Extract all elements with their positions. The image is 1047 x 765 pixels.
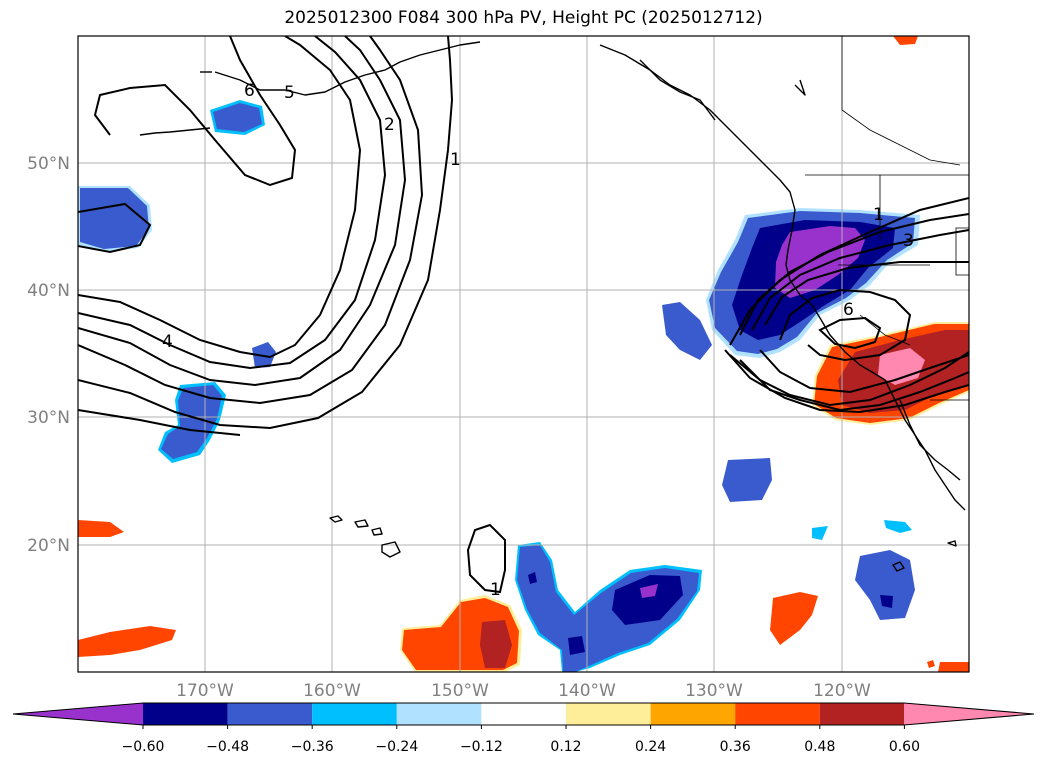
colorbar-segment	[904, 703, 1034, 725]
contour-label-6: 6	[244, 81, 255, 101]
pv-anomaly-negative-115w	[855, 550, 915, 620]
lon-label-170w: 170°W	[176, 681, 234, 701]
pv-anomaly-small-115w	[884, 520, 912, 533]
coastlines	[139, 41, 966, 572]
colorbar-segment	[227, 703, 313, 725]
colorbar-segment	[650, 703, 736, 725]
contour-label-1a: 1	[450, 150, 461, 170]
pv-anomaly-positive-dot	[927, 660, 935, 668]
colorbar-tick-label: −0.48	[206, 739, 249, 755]
contour-label-4: 4	[162, 332, 173, 352]
colorbar-segment	[312, 703, 397, 725]
height-contours	[78, 36, 969, 594]
contour-label-6b: 6	[843, 300, 854, 320]
contour-label-5: 5	[284, 83, 295, 103]
colorbar	[12, 702, 1035, 726]
pv-anomaly-negative-aleutian	[210, 100, 265, 135]
colorbar-segment	[143, 703, 228, 725]
pv-anomaly-core-115w	[880, 595, 893, 608]
colorbar-segment	[481, 703, 566, 725]
pv-anomaly-negative-125w	[722, 458, 772, 502]
colorbar-segment	[13, 703, 143, 725]
pv-anomaly-positive-west-1	[78, 520, 124, 537]
map-title: 2025012300 F084 300 hPa PV, Height PC (2…	[284, 8, 763, 28]
colorbar-tick-label: −0.60	[122, 739, 165, 755]
lon-label-130w: 130°W	[685, 681, 743, 701]
lon-label-160w: 160°W	[303, 681, 361, 701]
lon-label-150w: 150°W	[431, 681, 489, 701]
colorbar-segment	[396, 703, 482, 725]
pv-anomaly-negative-170w	[158, 382, 226, 463]
lat-label-40n: 40°N	[27, 281, 70, 301]
colorbar-tick-label: −0.36	[291, 739, 334, 755]
plot-frame	[77, 35, 970, 673]
pv-anomaly-negative-subtropical	[515, 542, 702, 672]
contour-label-3: 3	[903, 231, 914, 251]
lon-label-140w: 140°W	[558, 681, 616, 701]
pv-anomaly-positive-125w	[770, 592, 818, 645]
lat-label-30n: 30°N	[27, 408, 70, 428]
colorbar-tick-label: 0.12	[550, 739, 581, 755]
contour-label-2: 2	[384, 115, 395, 135]
colorbar-segment	[819, 703, 905, 725]
gridlines	[78, 36, 969, 672]
pv-anomaly-positive-se	[938, 662, 969, 672]
colorbar-ticks: −0.60 −0.48 −0.36 −0.24 −0.12 0.12 0.24 0.36 0.4…	[122, 725, 920, 755]
colorbar-tick-label: 0.60	[889, 739, 920, 755]
lat-label-20n: 20°N	[27, 536, 70, 556]
pv-anomaly-negative-west-coast	[706, 208, 920, 358]
colorbar-tick-label: −0.12	[460, 739, 503, 755]
colorbar-segment	[566, 703, 651, 725]
colorbar-tick-label: 0.24	[635, 739, 666, 755]
country-borders	[805, 36, 969, 401]
lon-label-120w: 120°W	[813, 681, 871, 701]
contour-label-1b: 1	[490, 580, 501, 600]
pv-anomaly-negative-nw	[78, 186, 152, 252]
lat-label-50n: 50°N	[27, 154, 70, 174]
colorbar-segment	[735, 703, 820, 725]
colorbar-tick-label: 0.36	[720, 739, 751, 755]
contour-label-1c: 1	[873, 205, 884, 225]
pv-anomaly-positive-west-2	[78, 626, 176, 657]
colorbar-tick-label: −0.24	[375, 739, 418, 755]
pv-anomaly-small-120w	[812, 526, 828, 540]
pv-anomaly-negative-135w	[662, 302, 712, 360]
colorbar-tick-label: 0.48	[804, 739, 835, 755]
pv-anomaly-positive-top	[893, 36, 918, 45]
